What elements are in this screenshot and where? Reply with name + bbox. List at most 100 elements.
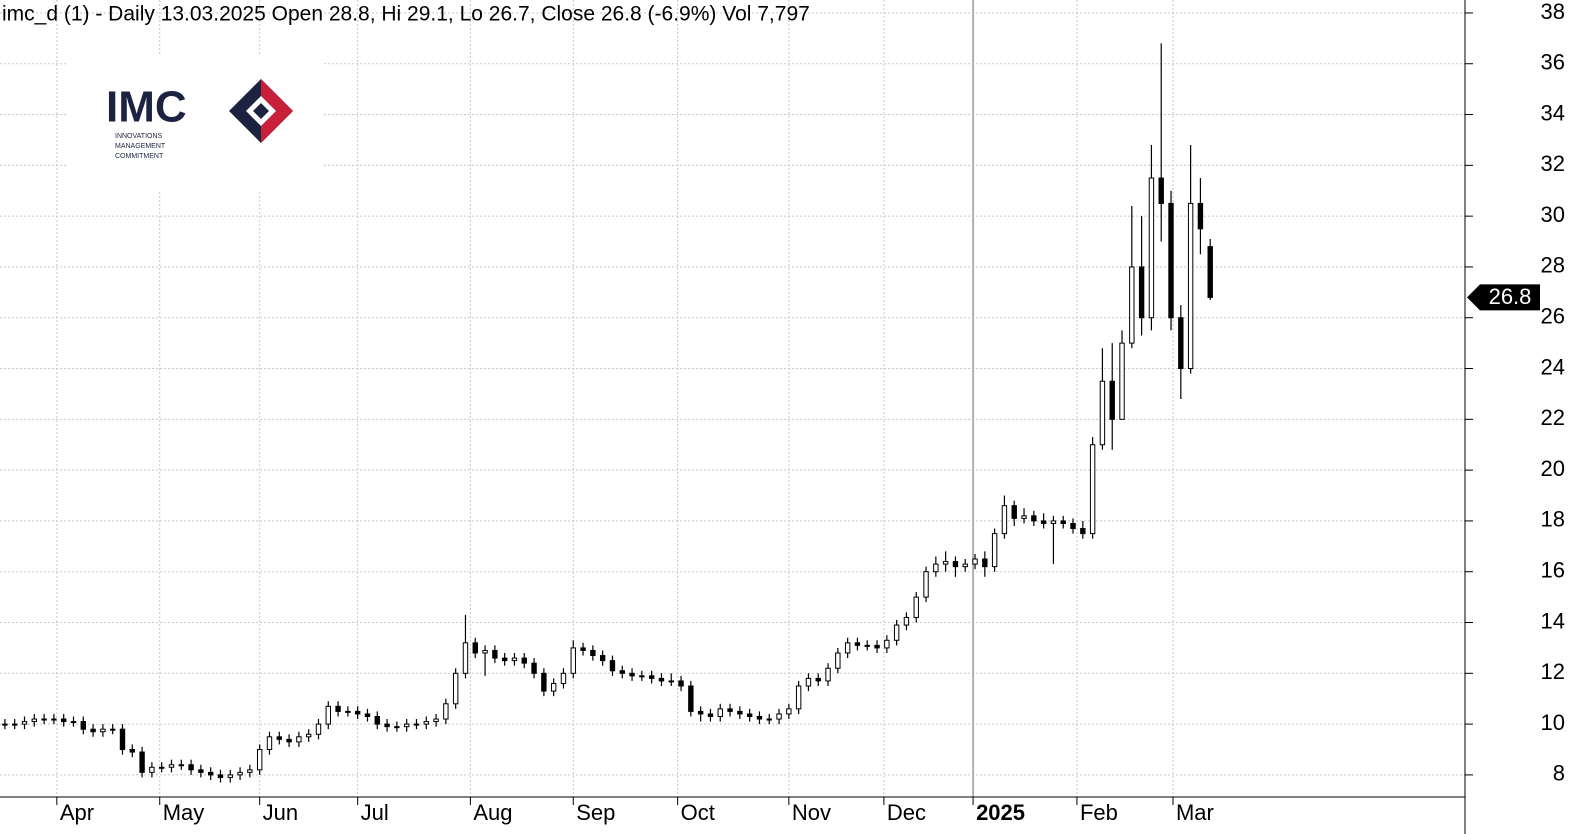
candle-body: [1178, 317, 1184, 370]
candle-body: [727, 708, 733, 712]
chart-title: imc_d (1) - Daily 13.03.2025 Open 28.8, …: [2, 3, 810, 26]
candle-body: [619, 670, 625, 674]
candle-body: [756, 715, 763, 720]
candle-body: [188, 764, 194, 771]
x-tick-label: Mar: [1176, 800, 1214, 825]
logo-line: COMMITMENT: [115, 153, 164, 160]
candle-body: [227, 774, 233, 778]
candle-body: [531, 662, 537, 674]
candle-body: [374, 715, 380, 725]
candle-body: [70, 721, 77, 724]
candle-body: [991, 533, 998, 568]
candle-body: [413, 723, 420, 726]
candle-body: [139, 751, 145, 773]
candle-body: [501, 657, 508, 662]
candle-body: [51, 718, 57, 721]
candle-body: [207, 771, 214, 776]
candle-body: [1031, 515, 1037, 522]
x-tick-label: Apr: [60, 800, 94, 825]
candle-body: [296, 736, 302, 743]
candle-body: [472, 642, 478, 654]
last-price-label: 26.8: [1489, 284, 1532, 309]
candle-body: [384, 723, 390, 728]
candle-body: [933, 563, 939, 573]
x-tick-label: Nov: [792, 800, 831, 825]
candle-body: [247, 769, 253, 773]
candle-body: [982, 558, 988, 568]
logo: IMC INNOVATIONS MANAGEMENT COMMITMENT: [106, 79, 293, 160]
candle-body: [394, 726, 400, 729]
candle-body: [590, 649, 596, 657]
candle-body: [746, 713, 753, 717]
candle-body: [942, 561, 949, 565]
candle-body: [2, 723, 8, 726]
y-tick-label: 38: [1541, 0, 1565, 24]
candle-body: [403, 723, 410, 728]
x-tick-label: Aug: [473, 800, 512, 825]
candle-body: [521, 657, 527, 664]
candle-body: [903, 616, 910, 626]
candle-body: [874, 644, 880, 649]
candle-body: [1168, 202, 1174, 319]
candle-body: [158, 766, 165, 769]
candle-body: [1060, 520, 1066, 524]
candle-body: [452, 672, 459, 705]
candle-body: [923, 571, 929, 598]
candle-body: [305, 733, 312, 738]
candle-body: [90, 728, 96, 733]
candle-body: [1011, 505, 1017, 519]
y-tick-label: 20: [1541, 456, 1565, 481]
logo-diamond-core: [253, 103, 269, 119]
candle-body: [717, 708, 723, 717]
y-tick-label: 16: [1541, 558, 1565, 583]
y-tick-label: 30: [1541, 202, 1565, 227]
x-tick-label: May: [163, 800, 205, 825]
candle-body: [1070, 522, 1076, 530]
y-tick-label: 10: [1541, 710, 1565, 735]
candle-body: [737, 710, 743, 715]
candle-body: [629, 672, 635, 677]
x-tick-label: 2025: [976, 800, 1025, 825]
candle-body: [178, 764, 184, 767]
candle-body: [952, 561, 959, 568]
candle-body: [443, 703, 449, 720]
candle-body: [276, 736, 282, 740]
candle-body: [835, 652, 841, 669]
candle-body: [345, 710, 351, 713]
candle-body: [217, 774, 224, 778]
candle-body: [668, 680, 674, 683]
logo-line: MANAGEMENT: [115, 143, 166, 150]
candle-body: [1138, 266, 1145, 319]
candle-body: [31, 718, 37, 723]
y-tick-label: 28: [1541, 253, 1565, 278]
candle-body: [1021, 515, 1027, 519]
candle-body: [1089, 444, 1096, 535]
candle-body: [658, 677, 665, 682]
plot-area: [0, 0, 1465, 797]
candle-body: [1129, 266, 1135, 344]
y-tick-label: 8: [1553, 761, 1565, 786]
candle-body: [149, 766, 155, 773]
y-tick-label: 34: [1541, 100, 1565, 125]
candle-body: [1080, 528, 1086, 535]
candle-body: [80, 721, 86, 730]
candle-body: [482, 649, 488, 654]
candle-body: [570, 647, 576, 674]
candle-body: [21, 721, 28, 725]
candle-body: [41, 718, 47, 721]
candle-body: [1001, 505, 1008, 535]
y-tick-label: 18: [1541, 507, 1565, 532]
candle-body: [1119, 342, 1125, 420]
candle-body: [1158, 177, 1164, 204]
candle-body: [844, 642, 851, 654]
candle-body: [286, 738, 292, 743]
candle-body: [325, 705, 331, 725]
x-tick-label: Feb: [1080, 800, 1118, 825]
candle-body: [1050, 520, 1057, 524]
y-tick-label: 22: [1541, 405, 1565, 430]
candle-body: [237, 771, 243, 776]
candle-body: [550, 682, 557, 692]
y-tick-label: 24: [1541, 354, 1565, 379]
y-tick-label: 26: [1541, 304, 1565, 329]
